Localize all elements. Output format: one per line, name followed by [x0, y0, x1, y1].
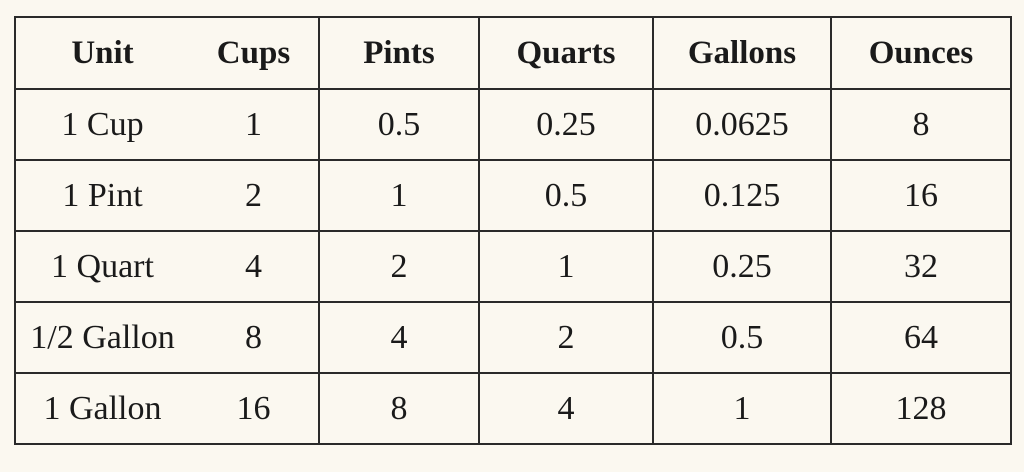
header-cell: Unit: [14, 16, 189, 90]
conversion-table: Unit Cups Pints Quarts Gallons Ounces 1 Cup 1 0…: [14, 16, 1012, 445]
table-cell: 1 Quart: [14, 230, 189, 303]
table-cell: 64: [830, 301, 1012, 374]
table-cell: 32: [830, 230, 1012, 303]
table-row: 1 Cup 1 0.5 0.25 0.0625 8: [14, 88, 1012, 161]
header-cell: Pints: [318, 16, 480, 90]
table-cell: 4: [318, 301, 480, 374]
table-cell: 8: [318, 372, 480, 445]
table-cell: 16: [189, 372, 320, 445]
table-cell: 0.5: [318, 88, 480, 161]
table-cell: 4: [189, 230, 320, 303]
table-cell: 8: [830, 88, 1012, 161]
table-cell: 1 Gallon: [14, 372, 189, 445]
table-cell: 1/2 Gallon: [14, 301, 189, 374]
table-cell: 1 Pint: [14, 159, 189, 232]
table-row: 1 Gallon 16 8 4 1 128: [14, 372, 1012, 445]
table-cell: 4: [478, 372, 654, 445]
table-cell: 16: [830, 159, 1012, 232]
header-cell: Cups: [189, 16, 320, 90]
table-cell: 2: [189, 159, 320, 232]
table-cell: 1: [652, 372, 832, 445]
table-row: 1/2 Gallon 8 4 2 0.5 64: [14, 301, 1012, 374]
table-cell: 0.5: [478, 159, 654, 232]
table-cell: 2: [478, 301, 654, 374]
table-cell: 1: [318, 159, 480, 232]
header-cell: Quarts: [478, 16, 654, 90]
table-row: 1 Pint 2 1 0.5 0.125 16: [14, 159, 1012, 232]
table-cell: 8: [189, 301, 320, 374]
table-cell: 0.5: [652, 301, 832, 374]
table-cell: 0.0625: [652, 88, 832, 161]
table-cell: 0.25: [478, 88, 654, 161]
table-cell: 1 Cup: [14, 88, 189, 161]
table-cell: 1: [189, 88, 320, 161]
table-cell: 128: [830, 372, 1012, 445]
header-row: Unit Cups Pints Quarts Gallons Ounces: [14, 16, 1012, 90]
table-cell: 2: [318, 230, 480, 303]
header-cell: Gallons: [652, 16, 832, 90]
table-cell: 0.25: [652, 230, 832, 303]
table-cell: 1: [478, 230, 654, 303]
table-row: 1 Quart 4 2 1 0.25 32: [14, 230, 1012, 303]
table-cell: 0.125: [652, 159, 832, 232]
header-cell: Ounces: [830, 16, 1012, 90]
